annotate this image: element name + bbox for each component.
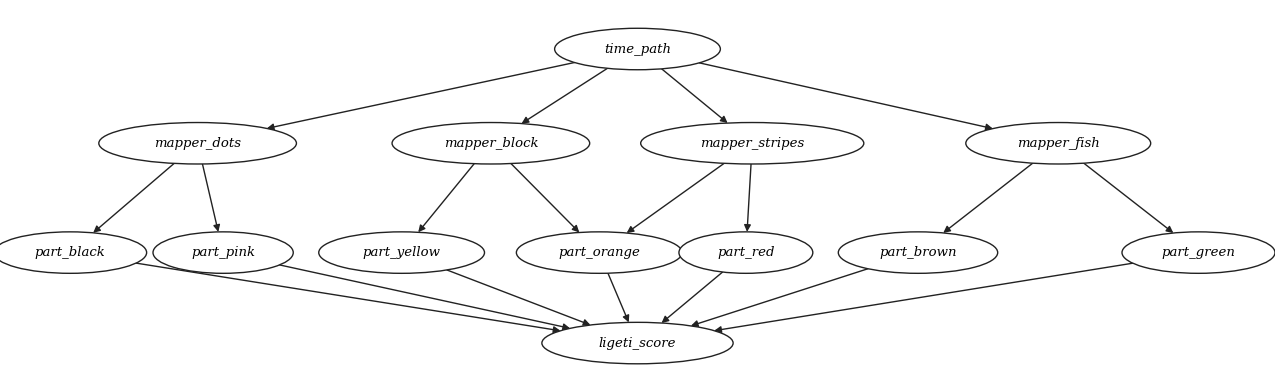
Text: mapper_fish: mapper_fish bbox=[1017, 137, 1099, 150]
FancyArrowPatch shape bbox=[663, 272, 723, 322]
FancyArrowPatch shape bbox=[608, 273, 629, 321]
Ellipse shape bbox=[678, 232, 813, 273]
Text: part_yellow: part_yellow bbox=[362, 246, 441, 259]
Text: part_brown: part_brown bbox=[880, 246, 956, 259]
Text: mapper_dots: mapper_dots bbox=[154, 137, 241, 150]
Ellipse shape bbox=[516, 232, 682, 273]
FancyArrowPatch shape bbox=[1084, 163, 1172, 232]
Ellipse shape bbox=[542, 322, 733, 364]
FancyArrowPatch shape bbox=[523, 68, 607, 123]
Ellipse shape bbox=[966, 123, 1150, 164]
Ellipse shape bbox=[0, 232, 147, 273]
Text: time_path: time_path bbox=[604, 43, 671, 55]
FancyArrowPatch shape bbox=[692, 269, 868, 326]
Ellipse shape bbox=[839, 232, 997, 273]
FancyArrowPatch shape bbox=[268, 63, 575, 130]
FancyArrowPatch shape bbox=[94, 163, 175, 232]
Text: part_pink: part_pink bbox=[191, 246, 255, 259]
FancyArrowPatch shape bbox=[511, 164, 578, 231]
Ellipse shape bbox=[319, 232, 484, 273]
FancyArrowPatch shape bbox=[419, 164, 474, 231]
FancyArrowPatch shape bbox=[945, 163, 1033, 232]
Ellipse shape bbox=[1122, 232, 1275, 273]
FancyArrowPatch shape bbox=[715, 263, 1132, 332]
Text: mapper_stripes: mapper_stripes bbox=[700, 137, 805, 150]
FancyArrowPatch shape bbox=[627, 163, 724, 232]
Text: part_black: part_black bbox=[34, 246, 106, 259]
FancyArrowPatch shape bbox=[136, 263, 558, 333]
Text: ligeti_score: ligeti_score bbox=[599, 337, 676, 349]
FancyArrowPatch shape bbox=[203, 164, 219, 230]
FancyArrowPatch shape bbox=[448, 270, 589, 325]
Ellipse shape bbox=[555, 28, 720, 70]
Text: part_red: part_red bbox=[717, 246, 775, 259]
FancyArrowPatch shape bbox=[699, 63, 992, 130]
FancyArrowPatch shape bbox=[745, 164, 751, 230]
Ellipse shape bbox=[99, 123, 296, 164]
Ellipse shape bbox=[393, 123, 589, 164]
Text: part_orange: part_orange bbox=[558, 246, 640, 259]
Ellipse shape bbox=[640, 123, 864, 164]
Text: mapper_block: mapper_block bbox=[444, 137, 538, 150]
Ellipse shape bbox=[153, 232, 293, 273]
Text: part_green: part_green bbox=[1162, 246, 1235, 259]
FancyArrowPatch shape bbox=[279, 265, 569, 329]
FancyArrowPatch shape bbox=[662, 69, 727, 122]
